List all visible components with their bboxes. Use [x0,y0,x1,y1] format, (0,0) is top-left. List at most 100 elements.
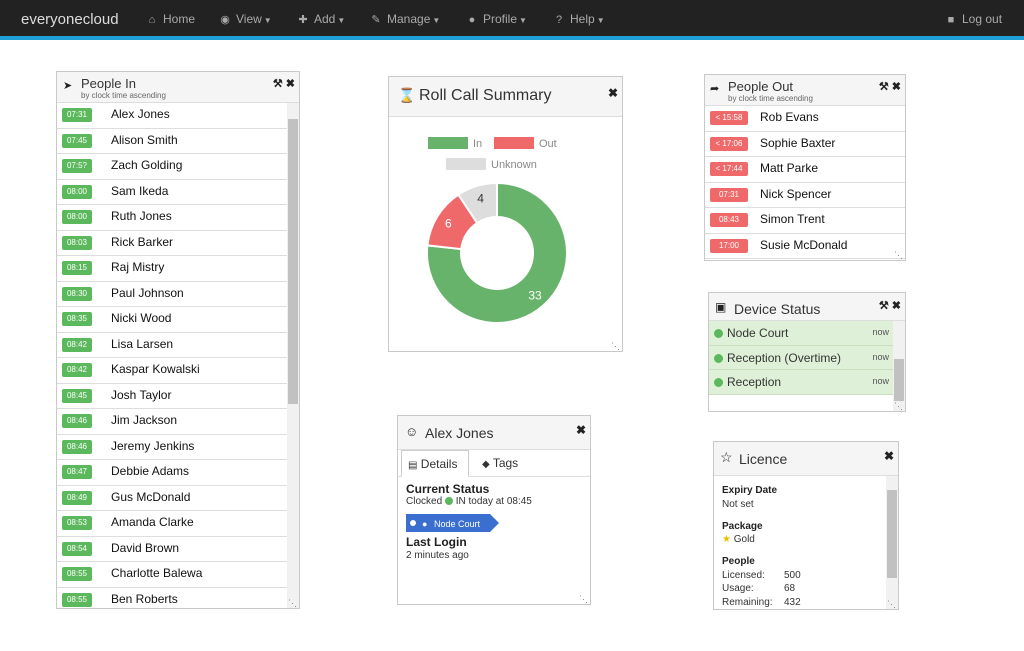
donut-chart: 33 6 4 [426,181,568,324]
resize-handle-icon[interactable]: ⋱ [887,599,896,609]
nav-profile[interactable]: ● Profile ▼ [465,12,527,26]
list-item[interactable]: 08:49 Gus McDonald [57,486,287,511]
person-name: Sam Ikeda [111,183,169,198]
person-name: Kaspar Kowalski [111,362,200,376]
list-item[interactable]: 08:15 Raj Mistry [57,256,287,282]
list-item[interactable]: 08:42 Lisa Larsen [57,333,287,358]
close-icon[interactable]: ✖ [883,449,894,463]
list-item[interactable]: 08:43 Simon Trent [705,208,905,234]
list-item[interactable]: 08:35 Nicki Wood [57,307,287,333]
device-row[interactable]: Node Court now [709,321,893,346]
nav-view[interactable]: ◉ View ▼ [218,12,272,26]
donut-slice-unknown[interactable] [456,181,498,225]
list-item[interactable]: 08:00 Sam Ikeda [57,180,287,205]
person-name: Jim Jackson [111,413,178,427]
list-item[interactable]: 08:47 Debbie Adams [57,460,287,486]
nav-help[interactable]: ? Help ▼ [552,12,605,26]
list-item[interactable]: 07:45 Alison Smith [57,129,287,154]
person-panel: ☺ Alex Jones ✖ ▤ Details ◆ Tags Current … [397,415,591,605]
list-item[interactable]: 08:46 Jeremy Jenkins [57,435,287,460]
time-badge: 17:00 [710,238,748,253]
person-name: Lisa Larsen [111,336,174,351]
time-badge: 08:42 [62,337,92,352]
list-item[interactable]: 08:03 Rick Barker [57,231,287,256]
person-tools: ✖ [573,423,586,437]
nav-logout[interactable]: ■ Log out [944,12,1002,26]
list-item[interactable]: 08:45 Josh Taylor [57,384,287,409]
device-row[interactable]: Reception (Overtime) now [709,345,893,370]
list-item[interactable]: 07:31 Alex Jones [57,103,287,129]
people-in-scroll-thumb[interactable] [288,119,298,404]
resize-handle-icon[interactable]: ⋱ [611,341,620,351]
wrench-icon[interactable]: ⚒ [878,81,889,93]
roll-call-panel: ⌛ Roll Call Summary ✖ In Out Unknown 33 6… [388,76,623,352]
time-badge: 08:15 [62,261,92,275]
device-row[interactable]: Reception now [709,370,893,395]
person-name: Ben Roberts [111,591,178,606]
list-item[interactable]: < 17:44 Matt Parke [705,157,905,183]
person-name: Josh Taylor [111,387,172,402]
tab-tags[interactable]: ◆ Tags [480,450,518,476]
expiry-label: Expiry Date [722,485,778,496]
list-item[interactable]: 08:54 David Brown [57,537,287,562]
people-in-title: People In [81,76,136,91]
people-in-scrollbar[interactable] [287,103,299,608]
people-out-title: People Out [728,79,794,94]
device-scroll-thumb[interactable] [894,359,904,401]
person-name: Susie McDonald [760,237,848,252]
people-in-header: ➤ People In by clock time ascending ⚒ ✖ [57,72,299,103]
wrench-icon[interactable]: ⚒ [272,78,283,90]
time-badge: 08:46 [62,414,92,428]
time-badge: 08:00 [62,210,92,224]
people-out-panel: ➦ People Out by clock time ascending ⚒ ✖ … [704,74,906,261]
time-badge: 07:5? [62,159,92,173]
close-icon[interactable]: ✖ [285,78,295,90]
licensed-label: Licensed: [722,570,765,581]
list-item[interactable]: 08:53 Amanda Clarke [57,511,287,537]
package-label: Package [722,521,763,532]
donut-slice-in[interactable] [426,181,568,324]
nav-add[interactable]: ✚ Add ▼ [296,12,345,26]
time-badge: 08:55 [62,567,92,581]
close-icon[interactable]: ✖ [607,86,618,100]
people-in-list: 07:31 Alex Jones 07:45 Alison Smith 07:5? Zac… [57,103,287,609]
device-name: Reception (Overtime) [727,350,842,365]
resize-handle-icon[interactable]: ⋱ [894,250,903,260]
list-item[interactable]: 17:00 Susie McDonald [705,234,905,259]
time-badge: < 15:58 [710,111,748,125]
list-item[interactable]: 08:30 Paul Johnson [57,282,287,307]
list-item[interactable]: < 17:06 Sophie Baxter [705,132,905,157]
resize-handle-icon[interactable]: ⋱ [894,401,903,411]
time-badge: < 17:44 [710,162,748,176]
device-scrollbar[interactable] [893,321,905,411]
list-item[interactable]: 08:55 Ben Roberts [57,588,287,609]
nav-manage[interactable]: ✎ Manage ▼ [369,12,440,26]
resize-handle-icon[interactable]: ⋱ [288,598,297,608]
nav-home[interactable]: ⌂ Home [145,12,195,26]
list-item[interactable]: < 15:58 Rob Evans [705,106,905,132]
time-badge: 08:53 [62,516,92,530]
device-status-tools: ⚒ ✖ [876,299,901,312]
remaining-value: 432 [784,597,801,608]
brand-logo[interactable]: everyonecloud [21,11,119,28]
person-name: Raj Mistry [111,260,165,274]
list-item[interactable]: 08:55 Charlotte Balewa [57,562,287,588]
list-item[interactable]: 08:00 Ruth Jones [57,205,287,231]
list-item[interactable]: 07:31 Nick Spencer [705,183,905,208]
wrench-icon[interactable]: ⚒ [878,300,889,312]
licence-scrollbar[interactable] [886,476,898,609]
time-badge: 08:46 [62,439,92,454]
tab-details[interactable]: ▤ Details [401,450,469,477]
close-icon[interactable]: ✖ [575,423,586,437]
close-icon[interactable]: ✖ [891,81,901,93]
list-item[interactable]: 08:46 Jim Jackson [57,409,287,435]
list-item[interactable]: 08:42 Kaspar Kowalski [57,358,287,384]
people-out-tools: ⚒ ✖ [876,80,901,93]
licence-scroll-thumb[interactable] [887,490,897,578]
last-login-value: 2 minutes ago [406,550,469,561]
nav-manage-label: Manage [387,12,431,26]
list-item[interactable]: 07:5? Zach Golding [57,154,287,180]
resize-handle-icon[interactable]: ⋱ [579,594,588,604]
time-badge: 08:49 [62,490,92,505]
close-icon[interactable]: ✖ [891,300,901,312]
